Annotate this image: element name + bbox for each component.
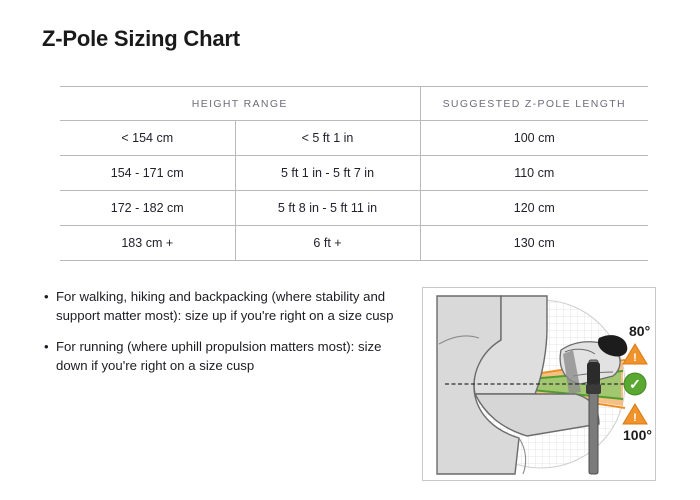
column-header-height-range: HEIGHT RANGE: [60, 86, 420, 121]
check-circle-icon: ✓: [623, 372, 647, 396]
cell-height-cm: < 154 cm: [60, 120, 235, 156]
sizing-table-container: HEIGHT RANGE SUGGESTED Z-POLE LENGTH < 1…: [60, 86, 648, 261]
warning-exclamation-upper: !: [633, 352, 637, 364]
angle-label-lower: 100°: [623, 427, 652, 443]
cell-pole-length: 110 cm: [419, 155, 648, 191]
angle-label-upper: 80°: [629, 323, 650, 339]
cell-height-cm: 183 cm +: [60, 225, 235, 261]
list-item: • For running (where uphill propulsion m…: [44, 338, 394, 375]
bullet-icon: •: [44, 289, 49, 304]
pole-grip: [587, 362, 600, 386]
pole-strap-knob: [597, 335, 628, 357]
column-header-pole-length: SUGGESTED Z-POLE LENGTH: [419, 86, 648, 121]
angle-indicators: 80° ! ✓ ! 100°: [622, 323, 652, 443]
cell-height-ft: 6 ft +: [234, 225, 420, 261]
wrist-strap: [563, 350, 581, 394]
cell-pole-length: 130 cm: [419, 225, 648, 261]
table-row: 183 cm + 6 ft + 130 cm: [60, 225, 648, 261]
notes-list: • For walking, hiking and backpacking (w…: [44, 288, 394, 388]
list-item-text: For walking, hiking and backpacking (whe…: [56, 289, 394, 323]
page-title: Z-Pole Sizing Chart: [42, 26, 240, 51]
table-row: < 154 cm < 5 ft 1 in 100 cm: [60, 120, 648, 156]
cell-height-ft: 5 ft 8 in - 5 ft 11 in: [234, 190, 420, 226]
arm-figure: [436, 295, 600, 475]
table-header-row: HEIGHT RANGE SUGGESTED Z-POLE LENGTH: [60, 86, 648, 121]
cell-height-ft: < 5 ft 1 in: [234, 120, 420, 156]
check-mark: ✓: [629, 376, 641, 392]
table-row: 172 - 182 cm 5 ft 8 in - 5 ft 11 in 120 …: [60, 190, 648, 226]
pole-collar: [586, 384, 601, 394]
sizing-table: HEIGHT RANGE SUGGESTED Z-POLE LENGTH < 1…: [60, 86, 648, 261]
warning-exclamation-lower: !: [633, 412, 637, 424]
cell-pole-length: 100 cm: [419, 120, 648, 156]
warning-triangle-upper-icon: !: [622, 343, 648, 365]
bullet-icon: •: [44, 339, 49, 354]
cell-pole-length: 120 cm: [419, 190, 648, 226]
list-item-text: For running (where uphill propulsion mat…: [56, 339, 382, 373]
list-item: • For walking, hiking and backpacking (w…: [44, 288, 394, 325]
warning-triangle-lower-icon: !: [622, 403, 648, 425]
cell-height-cm: 154 - 171 cm: [60, 155, 235, 191]
elbow-angle-illustration: 80° ! ✓ ! 100°: [422, 287, 656, 481]
trekking-pole: [586, 359, 601, 475]
cell-height-cm: 172 - 182 cm: [60, 190, 235, 226]
cell-height-ft: 5 ft 1 in - 5 ft 7 in: [234, 155, 420, 191]
table-row: 154 - 171 cm 5 ft 1 in - 5 ft 7 in 110 c…: [60, 155, 648, 191]
